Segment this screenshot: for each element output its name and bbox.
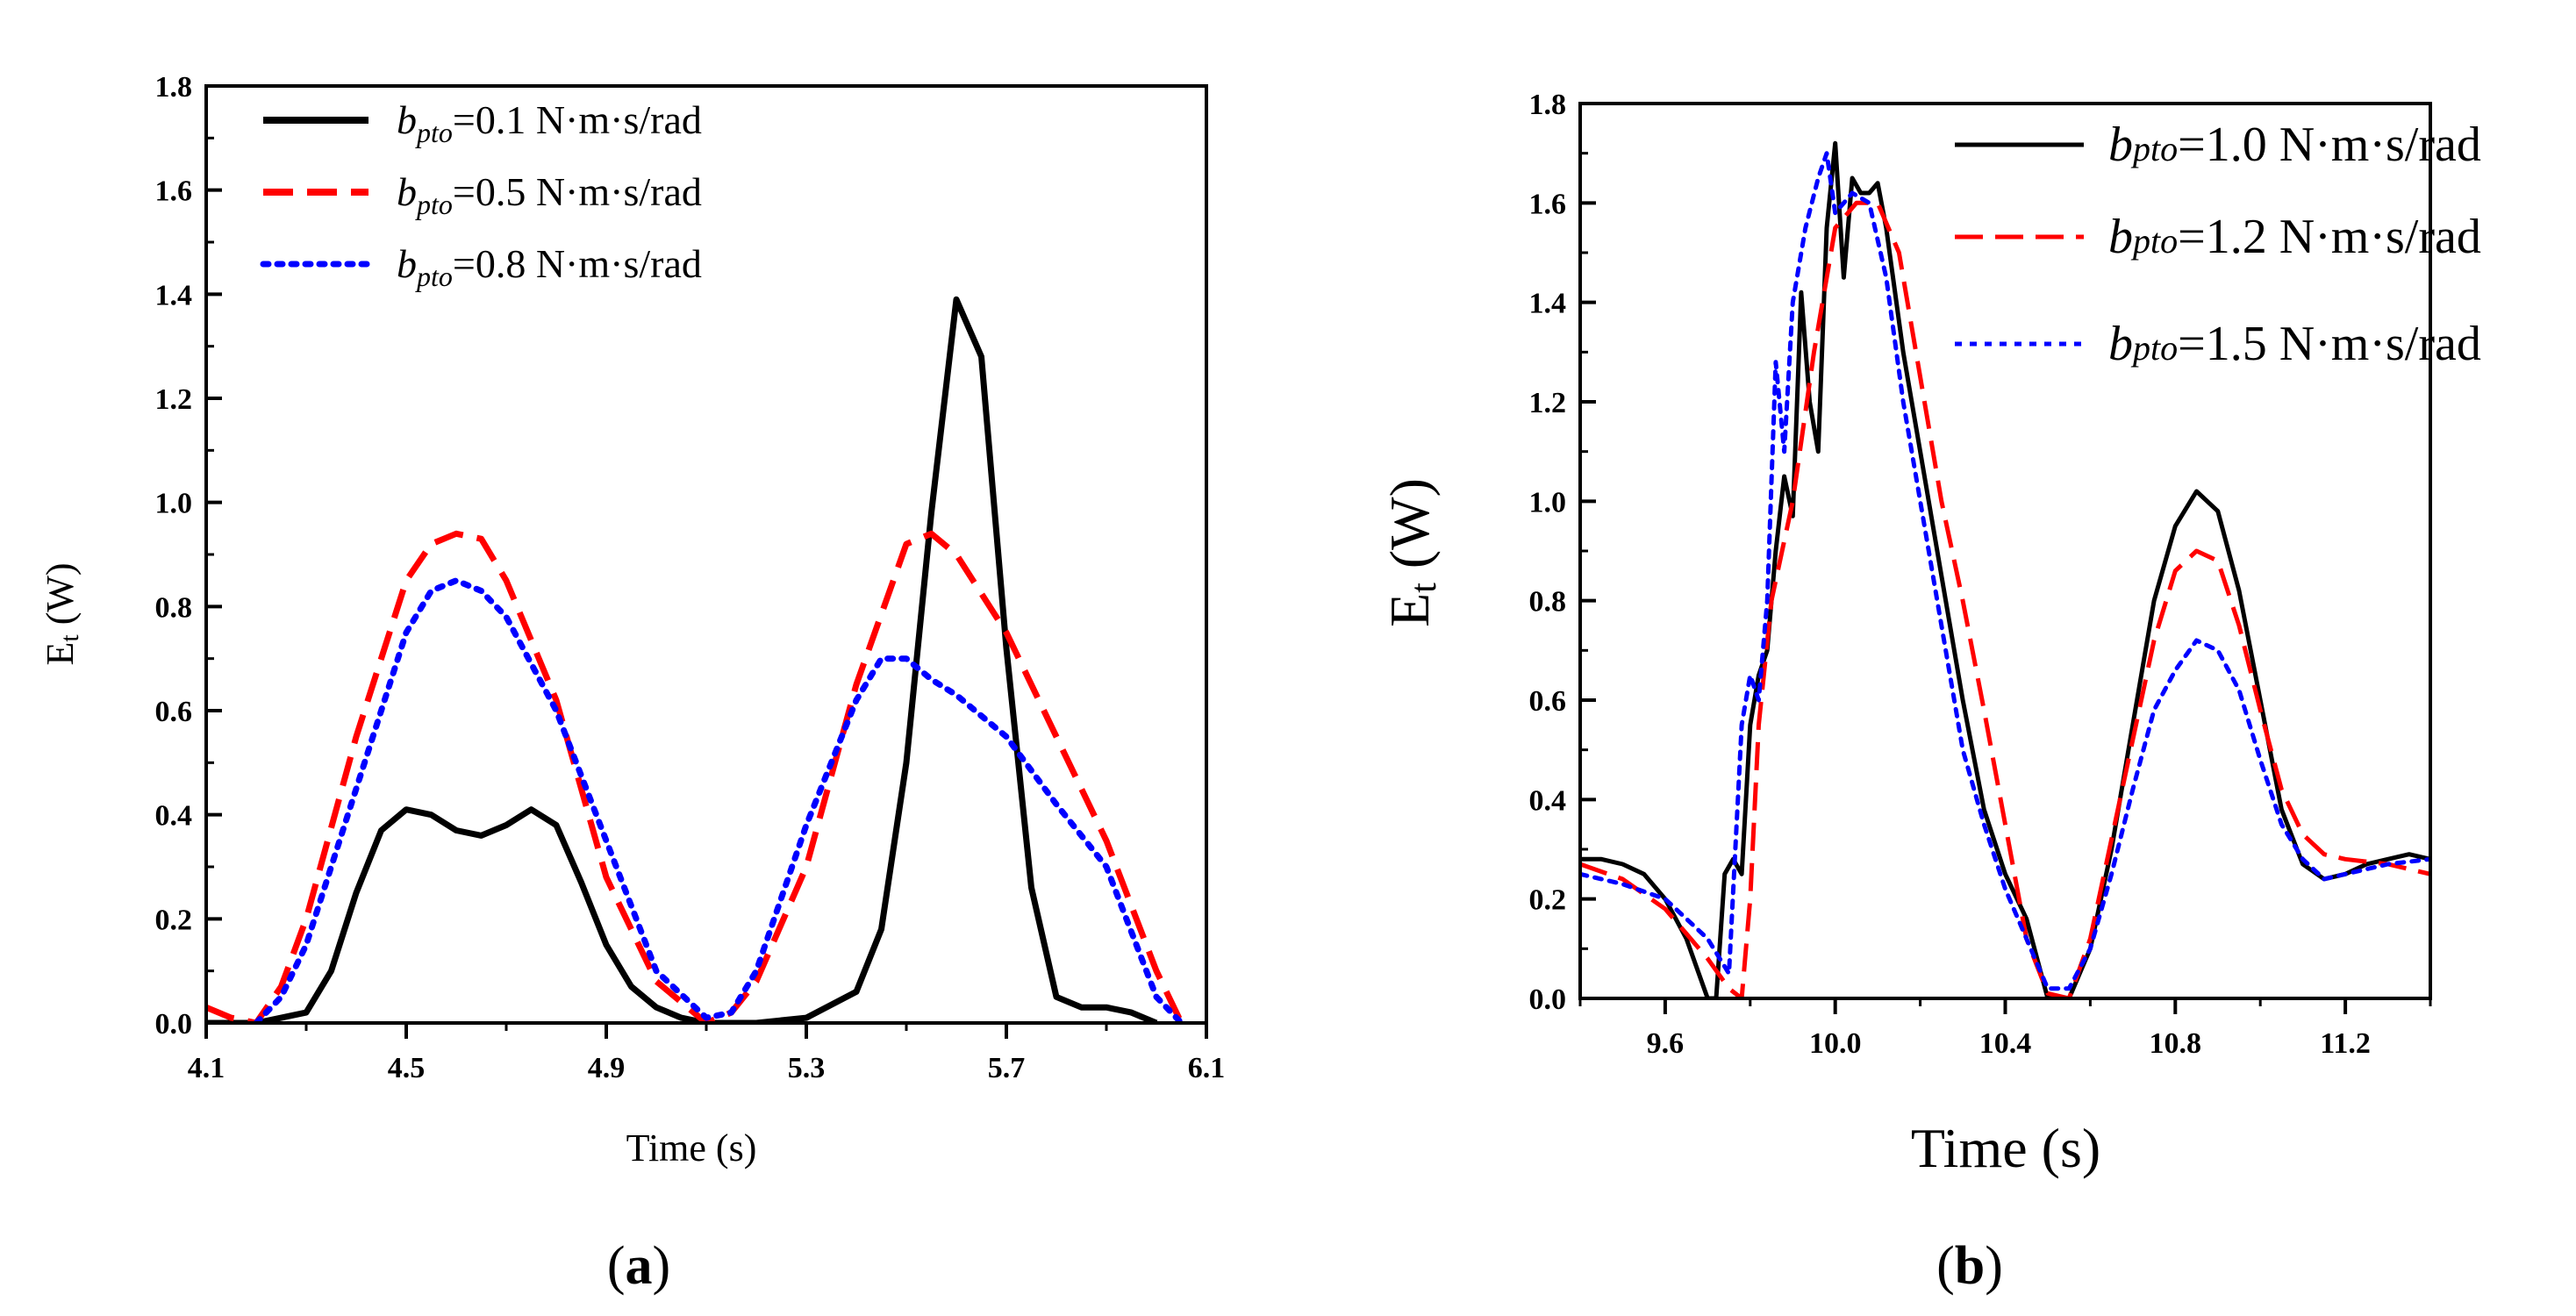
panel-a-y-tick-label: 0.4 bbox=[155, 800, 193, 833]
panel-b-x-tick-label: 9.6 bbox=[1647, 1027, 1685, 1060]
panel-b-legend: bpto=1.0 N·m·s/rad bpto=1.2 N·m·s/rad bp… bbox=[1955, 118, 2481, 371]
panel-a-x-tick-label: 4.1 bbox=[188, 1052, 225, 1084]
panel-a-x-tick-label: 4.5 bbox=[388, 1052, 426, 1084]
panel-b-y-tick-label: 1.2 bbox=[1529, 387, 1567, 419]
panel-b-y-tick-label: 1.0 bbox=[1529, 486, 1567, 519]
panel-a-legend: bpto=0.1 N·m·s/rad bpto=0.5 N·m·s/rad bp… bbox=[260, 97, 702, 292]
panel-b-x-tick-label: 11.2 bbox=[2320, 1027, 2371, 1060]
legend-a-label-3: bpto=0.8 N·m·s/rad bbox=[397, 241, 702, 292]
panel-a-x-tick-label: 5.3 bbox=[788, 1052, 826, 1084]
panel-a-y-tick-label: 1.6 bbox=[155, 175, 193, 208]
legend-a-label-1: bpto=0.1 N·m·s/rad bbox=[397, 97, 702, 148]
panel-a-y-tick-label: 0.6 bbox=[155, 696, 193, 728]
panel-b-x-tick-label: 10.8 bbox=[2150, 1027, 2202, 1060]
legend-b-label-3: bpto=1.5 N·m·s/rad bbox=[2108, 317, 2481, 371]
panel-a-y-axis-title: Et (W) bbox=[39, 562, 84, 665]
panel-a-series-line-3 bbox=[253, 577, 1184, 1023]
panel-b-y-tick-label: 0.6 bbox=[1529, 685, 1567, 718]
panel-b-x-axis-title: Time (s) bbox=[1911, 1117, 2100, 1179]
panel-a-series bbox=[206, 296, 1184, 1023]
panel-b-series-line-1 bbox=[1580, 140, 2430, 998]
panel-a-x-tick-label: 6.1 bbox=[1188, 1052, 1226, 1084]
panel-a-series-line-2 bbox=[206, 530, 1184, 1023]
panel-b-y-tick-label: 0.0 bbox=[1529, 983, 1567, 1016]
legend-b-label-2: bpto=1.2 N·m·s/rad bbox=[2108, 210, 2481, 264]
panel-b-y-tick-label: 1.8 bbox=[1529, 89, 1567, 121]
panel-b-series-line-3 bbox=[1580, 151, 2430, 991]
panel-b-y-tick-label: 0.8 bbox=[1529, 586, 1567, 619]
panel-a-y-ticks: 0.0 0.2 0.4 0.6 0.8 1.0 1.2 1.4 1.6 1.8 bbox=[155, 71, 222, 1041]
panel-b-series-line-2 bbox=[1580, 200, 2430, 998]
panel-b: 0.0 0.2 0.4 0.6 0.8 1.0 1.2 1.4 1.6 1.8 9.6 10.0 10… bbox=[1378, 89, 2481, 1296]
panel-a-y-tick-label: 1.2 bbox=[155, 383, 193, 416]
panel-b-y-tick-label: 0.2 bbox=[1529, 884, 1567, 917]
panel-b-x-tick-label: 10.4 bbox=[1979, 1027, 2032, 1060]
panel-a: 0.0 0.2 0.4 0.6 0.8 1.0 1.2 1.4 1.6 1.8 4.1 4.5 4.9… bbox=[39, 71, 1225, 1296]
panel-a-x-tick-label: 4.9 bbox=[588, 1052, 626, 1084]
panel-b-caption: (b) bbox=[1936, 1236, 2003, 1296]
panel-a-series-line-1 bbox=[206, 296, 1158, 1023]
panel-a-y-tick-label: 1.8 bbox=[155, 71, 193, 104]
panel-b-series bbox=[1580, 140, 2430, 998]
panel-b-y-tick-label: 0.4 bbox=[1529, 784, 1567, 817]
panel-b-y-tick-label: 1.6 bbox=[1529, 188, 1567, 220]
panel-b-y-axis-title: Et (W) bbox=[1378, 478, 1444, 627]
legend-a-label-2: bpto=0.5 N·m·s/rad bbox=[397, 169, 702, 220]
panel-a-y-tick-label: 0.2 bbox=[155, 904, 193, 936]
panel-b-y-tick-label: 1.4 bbox=[1529, 288, 1567, 320]
panel-a-x-axis-title: Time (s) bbox=[626, 1126, 757, 1169]
panel-b-x-tick-label: 10.0 bbox=[1809, 1027, 1862, 1060]
panel-a-y-tick-label: 0.8 bbox=[155, 591, 193, 624]
panel-a-y-tick-label: 1.4 bbox=[155, 279, 193, 311]
panel-a-x-ticks: 4.1 4.5 4.9 5.3 5.7 6.1 bbox=[188, 1023, 1226, 1084]
legend-b-label-1: bpto=1.0 N·m·s/rad bbox=[2108, 118, 2481, 172]
panel-a-caption: (a) bbox=[607, 1236, 670, 1296]
panel-b-y-ticks: 0.0 0.2 0.4 0.6 0.8 1.0 1.2 1.4 1.6 1.8 bbox=[1529, 89, 1596, 1016]
panel-a-y-tick-label: 0.0 bbox=[155, 1008, 193, 1041]
panel-a-y-tick-label: 1.0 bbox=[155, 488, 193, 520]
panel-a-x-tick-label: 5.7 bbox=[988, 1052, 1026, 1084]
panel-b-x-ticks: 9.6 10.0 10.4 10.8 11.2 bbox=[1578, 998, 2432, 1060]
panel-a-axis-frame bbox=[204, 84, 1208, 1025]
